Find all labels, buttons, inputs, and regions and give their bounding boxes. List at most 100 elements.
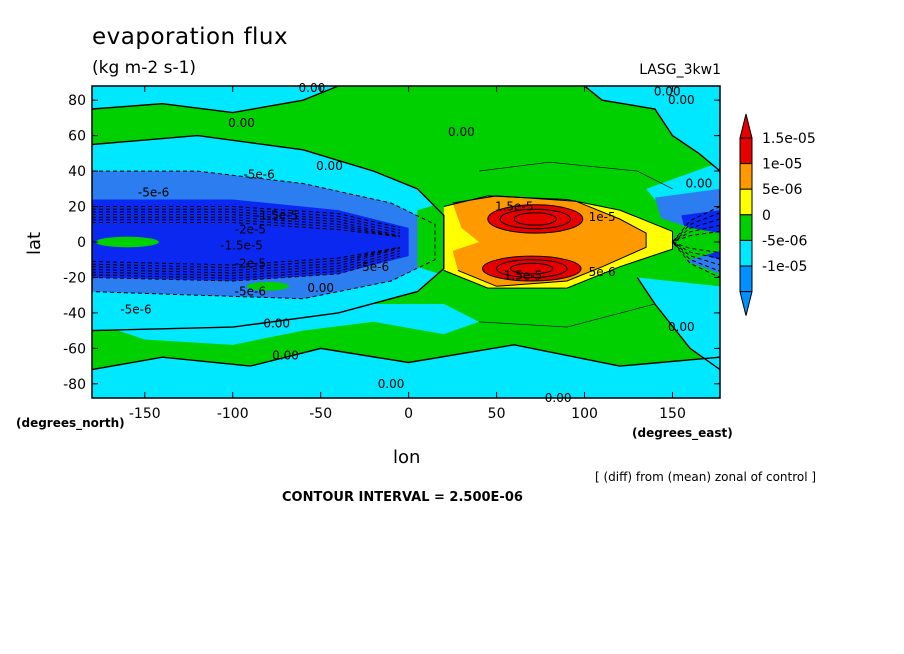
contour-label: 1e-5 [589,210,616,224]
contour-label: 0.00 [686,177,713,191]
y-tick-label: 20 [68,200,86,216]
model-label: LASG_3kw1 [639,62,721,78]
contour-zero-south [92,344,720,371]
contour-east-negative-2 [671,218,720,266]
contour-dense-north-2 [92,211,400,234]
contour-label: -5e-6 [358,260,389,274]
colorbar-swatch [739,214,753,241]
contour-thin-north [478,161,673,190]
contour-maximum-3 [482,255,582,282]
x-tick-label: 50 [488,406,506,422]
contour-labels: 0.000.000.000.000.000.000.00-5e-6-5e-6-1… [120,81,712,405]
y-tick-label: -20 [63,270,86,286]
y-tick-label: 40 [68,164,86,180]
contour-dense-north-0 [92,206,400,229]
y-axis: 80 60 40 20 0 -20 -40 -60 -80 [63,93,720,393]
contour-label: 1.5e-5 [504,269,542,283]
contour-label: 0.00 [272,348,299,362]
y-tick-label: -60 [63,341,86,357]
contour-label: 0.00 [378,377,405,391]
field-south-band [92,304,480,345]
field-south-strip [246,281,290,291]
colorbar-swatch [739,239,753,267]
colorbar-label: 1.5e-05 [762,131,816,147]
field-southeast-region [637,277,720,370]
x-axis: -150 -100 -50 0 50 100 150 [129,86,686,422]
contour-label: 0.00 [307,281,334,295]
colorbar-swatch [739,188,753,216]
colorbar-swatch [739,265,753,293]
contour-dense-south-5 [92,246,400,269]
x-tick-label: -50 [309,406,332,422]
field-arctic-patch [637,89,708,111]
field-northwest-cap [92,86,339,113]
contour-zero-north [92,86,339,114]
contour-label: 0.00 [316,159,343,173]
contour-label: 0.00 [654,84,681,98]
contour-dense-south-0 [92,255,400,282]
colorbar-label: 5e-06 [762,182,802,198]
contour-label: -2e-5 [235,223,266,237]
colorbar-label: 0 [762,208,771,224]
contour-east-negative-0 [671,206,720,278]
y-tick-label: -40 [63,306,86,322]
contour-zero-northeast [584,86,720,172]
contour-label: 0.00 [263,317,290,331]
x-tick-label: -100 [217,406,249,422]
y-axis-units: (degrees_north) [16,416,125,430]
contour-label: -5e-6 [243,168,274,182]
contour-label: 0.00 [448,125,475,139]
x-axis-label: lon [393,447,421,468]
contour-maximum-2 [513,212,557,226]
field-south-polar-region [92,344,720,398]
colorbar-label: -5e-06 [762,233,808,249]
contour-label: -5e-6 [120,302,151,316]
contour-dense-south-2 [92,250,400,277]
contour-label: 0.00 [545,391,572,405]
contour-label: -5e-6 [138,185,169,199]
contour-dense-north-4 [92,216,400,238]
contour-label: 0.00 [668,93,695,107]
contour-dense-north-1 [92,208,400,231]
contour-zero-west [92,134,445,332]
contour-east-negative-4 [671,230,720,254]
contour-interval: CONTOUR INTERVAL = 2.500E-06 [282,490,523,505]
color-filled-field [92,86,720,398]
contour-zero-southeast [636,277,720,371]
x-tick-label: 0 [404,406,413,422]
y-tick-label: -80 [63,377,86,393]
contour-dense-south-3 [92,247,400,274]
y-tick-label: 80 [68,93,86,109]
contour-label: 0.00 [299,81,326,95]
contour-label: -1.5e-5 [220,239,263,253]
contour-label: -5e-6 [235,285,266,299]
contour-dense-north-5 [92,219,400,238]
x-axis-units: (degrees_east) [632,426,733,440]
contour-label: 0.00 [228,116,255,130]
contour-plus-1e5 [452,195,647,287]
contour-minus-5e6 [92,170,436,300]
y-tick-label: 60 [68,129,86,145]
x-tick-label: -150 [129,406,161,422]
colorbar-swatch [739,137,753,165]
contour-label: 0.00 [668,320,695,334]
y-tick-label: 0 [77,235,86,251]
difference-note: [ (diff) from (mean) zonal of control ] [595,470,817,484]
colorbar-low-arrow [739,291,753,316]
field-equatorial-strip [95,236,159,248]
contour-maximum-1 [499,208,571,230]
contour-label: 5e-6 [589,265,616,279]
contour-dense-north-6 [92,222,400,238]
colorbar-legend: 1.5e-05 1e-05 5e-06 0 -5e-06 -1e-05 [739,113,816,316]
chart-title: evaporation flux [92,24,289,50]
x-tick-label: 150 [659,406,686,422]
contour-maximum-5 [510,262,554,275]
colorbar-label: -1e-05 [762,259,807,275]
contour-dense-north-3 [92,214,400,237]
contour-label: -1.5e-5 [255,208,298,222]
contour-label: -2e-5 [235,256,266,270]
contour-dense-south-6 [92,246,400,266]
contour-dense-south-1 [92,253,400,279]
colorbar-swatch [739,163,753,190]
